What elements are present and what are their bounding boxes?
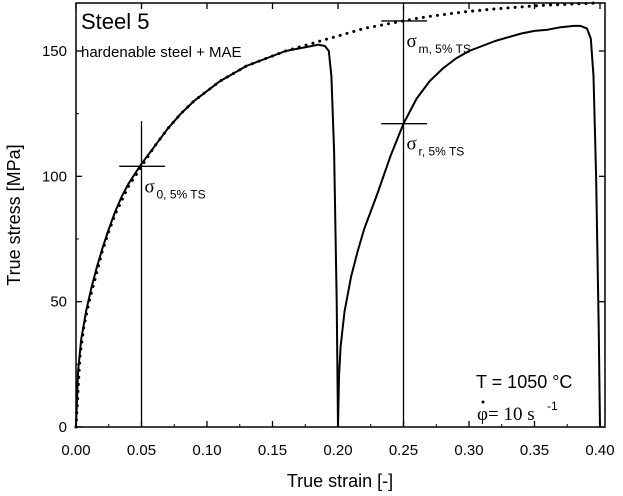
x-tick-label: 0.40 [585, 442, 614, 459]
x-tick-label: 0.30 [454, 442, 483, 459]
x-axis-title: True strain [-] [287, 471, 393, 491]
marker-label: σ [407, 134, 417, 155]
marker-subscript: m, 5% TS [419, 42, 471, 56]
chart-title: Steel 5 [81, 9, 150, 34]
curves-layer [74, 1, 602, 429]
temperature-annotation: T = 1050 °C [476, 372, 572, 392]
y-tick-label: 50 [50, 294, 67, 311]
x-tick-label: 0.20 [323, 442, 352, 459]
chart-subtitle: hardenable steel + MAE [81, 44, 242, 61]
strain-rate-exponent: -1 [547, 399, 558, 413]
ticks-layer: 0.00 0.05 0.10 0.15 0.20 0.25 0.30 0.35 0.40 0 50 1… [42, 3, 615, 459]
y-tick-label: 0 [59, 419, 67, 436]
plot-frame [75, 2, 606, 428]
x-tick-label: 0.05 [127, 442, 156, 459]
x-tick-label: 0.25 [389, 442, 418, 459]
y-tick-label: 150 [42, 43, 67, 60]
marker-subscript: r, 5% TS [419, 145, 465, 159]
marker-label: σ [145, 176, 155, 197]
strain-rate-annotation: φ = 10 s -1 [477, 399, 558, 425]
marker-subscript: 0, 5% TS [157, 187, 206, 201]
x-tick-label: 0.00 [61, 442, 90, 459]
x-tick-label: 0.15 [258, 442, 287, 459]
stress-strain-curve-2 [337, 24, 601, 428]
marker-label: σ [407, 31, 417, 52]
strain-rate-value: = 10 s [488, 404, 535, 425]
strain-rate-dot-icon [481, 400, 485, 404]
y-tick-label: 100 [42, 168, 67, 185]
stress-strain-curve-1 [75, 43, 339, 428]
flow-curve-model-line [74, 1, 602, 429]
strain-rate-symbol: φ [477, 404, 488, 425]
x-tick-label: 0.35 [520, 442, 549, 459]
y-axis-title: True stress [MPa] [4, 144, 24, 285]
markers-layer: σ 0, 5% TSσ m, 5% TSσ r, 5% TS [119, 5, 471, 427]
x-tick-label: 0.10 [192, 442, 221, 459]
